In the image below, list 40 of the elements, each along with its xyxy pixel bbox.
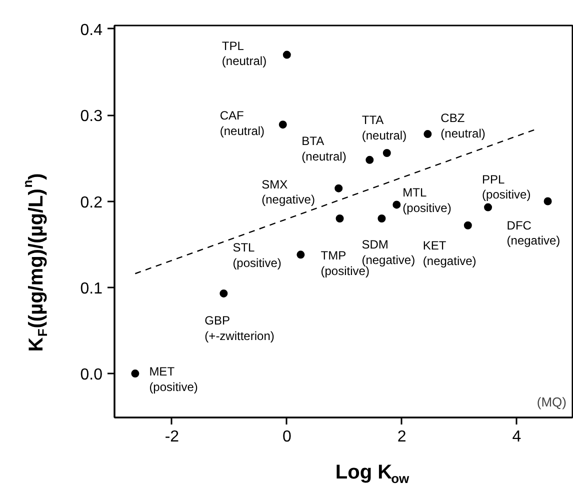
annotation: PPL (positive) [482, 172, 531, 202]
point [282, 50, 291, 59]
x-tick-label: 2 [397, 428, 406, 446]
x-tick-label: 0 [282, 428, 292, 446]
point [392, 200, 401, 209]
annotation: CBZ (neutral) [440, 111, 486, 140]
point [131, 370, 140, 378]
annotation: MET (positive) [149, 364, 198, 394]
annotation: SDM (negative) [362, 237, 416, 267]
annotation: MTL (positive) [402, 186, 452, 216]
annotation: TTA (neutral) [362, 113, 407, 142]
point [424, 130, 432, 138]
annotation: TPL (neutral) [222, 38, 267, 68]
point [336, 214, 344, 222]
y-tick-label: 0.4 [80, 22, 103, 39]
y-tick-label: 0.2 [80, 194, 103, 212]
point [382, 149, 391, 157]
point [464, 221, 472, 230]
point [334, 184, 343, 192]
y-axis-title: KF((µg/mg)/(µg/L)n) [20, 173, 50, 352]
annotation: KET (negative) [422, 238, 476, 268]
x-tick-label: -2 [164, 428, 180, 446]
y-tick-label: 0.1 [80, 280, 103, 298]
annotation: (MQ) [536, 394, 567, 410]
point [378, 214, 386, 222]
annotation: CAF (neutral) [220, 108, 265, 138]
annotation: STL (positive) [232, 240, 282, 270]
annotation: BTA (neutral) [302, 134, 346, 164]
point [278, 120, 287, 129]
x-tick-label: 4 [512, 428, 522, 446]
point [544, 197, 552, 206]
annotation: SMX (negative) [262, 177, 315, 207]
point [296, 250, 305, 259]
y-tick-label: 0.0 [80, 366, 103, 384]
annotation: DFC (negative) [506, 218, 560, 248]
point [220, 289, 228, 298]
annotation: GBP (+-zwitterion) [204, 313, 274, 343]
point [484, 203, 492, 212]
y-tick-label: 0.3 [80, 108, 103, 126]
point [366, 156, 374, 164]
